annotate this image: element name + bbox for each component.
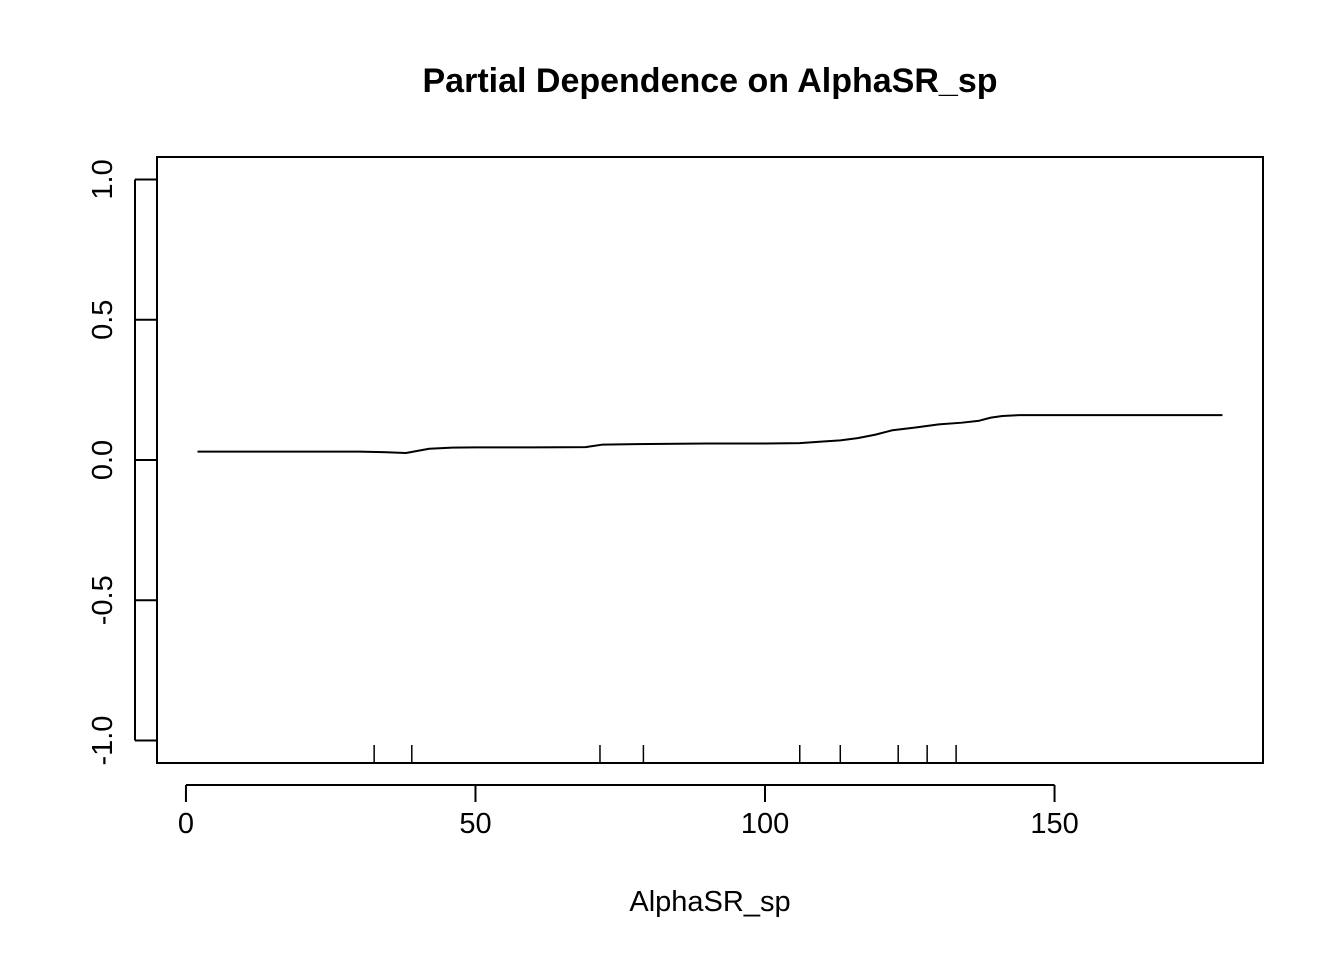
series-line <box>197 414 1223 454</box>
x-tick-label: 50 <box>459 808 491 840</box>
y-axis: -1.0 -0.5 0.0 0.5 1.0 <box>87 159 157 766</box>
x-tick-label: 100 <box>741 808 789 840</box>
y-tick-label: -1.0 <box>87 716 119 766</box>
y-tick-label: 0.5 <box>87 300 119 340</box>
y-tick-label: 0.0 <box>87 440 119 480</box>
x-axis: 0 50 100 150 <box>178 784 1079 840</box>
x-axis-label: AlphaSR_sp <box>629 886 790 918</box>
x-tick-label: 150 <box>1030 808 1078 840</box>
series-layer <box>197 414 1223 454</box>
x-tick-label: 0 <box>178 808 194 840</box>
y-tick-label: 1.0 <box>87 159 119 199</box>
chart-title: Partial Dependence on AlphaSR_sp <box>423 62 998 100</box>
rug-marks <box>373 745 957 763</box>
y-tick-label: -0.5 <box>87 575 119 625</box>
